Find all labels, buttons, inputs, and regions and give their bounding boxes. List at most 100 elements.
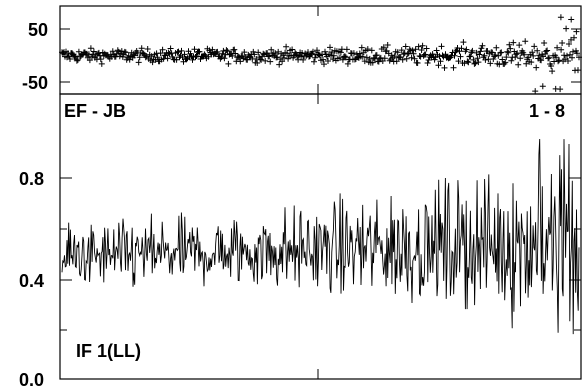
phase-point — [482, 56, 489, 63]
phase-point — [201, 51, 208, 58]
phase-point — [154, 54, 161, 61]
phase-point — [422, 51, 429, 58]
phase-point — [516, 42, 523, 49]
phase-point — [433, 47, 440, 54]
bottom-ytick-label-0.8: 0.8 — [19, 169, 44, 189]
phase-point — [481, 52, 488, 59]
phase-point — [157, 50, 164, 57]
phase-point-outlier — [573, 28, 580, 35]
phase-point — [281, 54, 288, 61]
phase-point — [513, 51, 520, 58]
phase-point — [575, 67, 581, 74]
phase-point — [267, 58, 274, 65]
phase-point — [272, 50, 279, 57]
phase-point — [350, 50, 357, 57]
phase-point — [424, 60, 431, 66]
phase-point — [314, 47, 320, 54]
phase-point — [546, 54, 553, 61]
phase-point — [196, 48, 203, 55]
phase-point — [532, 88, 539, 95]
phase-point — [255, 49, 262, 56]
phase-point — [417, 53, 424, 60]
phase-point — [569, 54, 575, 61]
phase-point — [325, 58, 331, 64]
phase-point — [542, 51, 549, 57]
phase-point — [237, 58, 244, 65]
phase-point — [412, 46, 419, 53]
phase-point — [225, 60, 232, 67]
phase-point — [512, 54, 519, 61]
phase-point — [475, 59, 482, 66]
phase-point — [429, 51, 436, 58]
phase-point — [359, 53, 366, 60]
phase-point — [327, 44, 333, 51]
phase-point — [330, 52, 337, 59]
phase-point — [369, 59, 376, 66]
phase-point — [285, 55, 292, 62]
phase-point — [223, 47, 230, 54]
phase-point — [536, 52, 543, 59]
phase-point — [75, 48, 82, 55]
phase-point — [471, 60, 478, 67]
phase-point — [241, 49, 248, 56]
phase-point — [423, 45, 430, 52]
phase-point — [189, 56, 196, 63]
phase-point — [414, 60, 421, 66]
phase-point — [167, 45, 174, 52]
phase-point — [231, 46, 238, 53]
phase-point — [375, 58, 382, 65]
phase-point — [467, 53, 474, 60]
phase-point — [490, 56, 497, 62]
phase-point — [529, 49, 536, 56]
phase-point — [74, 56, 81, 63]
if-label: IF 1(LL) — [76, 341, 141, 361]
phase-point-outlier — [557, 14, 564, 21]
phase-point — [565, 58, 571, 64]
phase-point — [181, 51, 188, 58]
phase-point — [559, 40, 566, 46]
phase-point-outlier — [552, 85, 559, 92]
phase-point — [214, 48, 221, 55]
phase-point — [472, 60, 479, 67]
phase-point — [393, 58, 400, 65]
phase-point — [507, 45, 514, 52]
phase-point — [521, 51, 528, 58]
phase-point-outlier — [568, 16, 575, 23]
phase-point — [504, 48, 511, 55]
phase-point — [262, 57, 269, 64]
phase-point — [408, 54, 415, 61]
phase-point — [219, 50, 226, 57]
phase-point — [178, 47, 185, 54]
phase-point — [232, 50, 239, 57]
phase-point — [329, 49, 335, 55]
phase-point — [556, 57, 563, 64]
phase-point — [381, 55, 388, 62]
phase-point — [320, 56, 326, 63]
phase-point — [530, 52, 537, 59]
phase-point — [310, 48, 316, 55]
phase-point — [571, 34, 577, 41]
phase-point — [469, 47, 476, 54]
baseline-label: EF - JB — [64, 101, 126, 121]
phase-point — [545, 55, 552, 62]
phase-point — [541, 40, 548, 46]
phase-point — [398, 47, 405, 54]
phase-point — [570, 48, 576, 55]
phase-point — [451, 52, 458, 59]
phase-point — [576, 54, 582, 61]
phase-point — [409, 47, 416, 54]
phase-point — [492, 52, 499, 58]
phase-point — [458, 45, 465, 52]
phase-point — [159, 46, 166, 53]
phase-point — [437, 58, 444, 65]
phase-point — [439, 52, 446, 59]
phase-point — [419, 42, 426, 49]
phase-point — [356, 50, 363, 57]
phase-point — [517, 55, 524, 62]
phase-point — [479, 42, 486, 49]
phase-point — [510, 39, 517, 46]
phase-point — [465, 59, 472, 66]
phase-point — [533, 64, 540, 71]
phase-point — [435, 62, 442, 69]
